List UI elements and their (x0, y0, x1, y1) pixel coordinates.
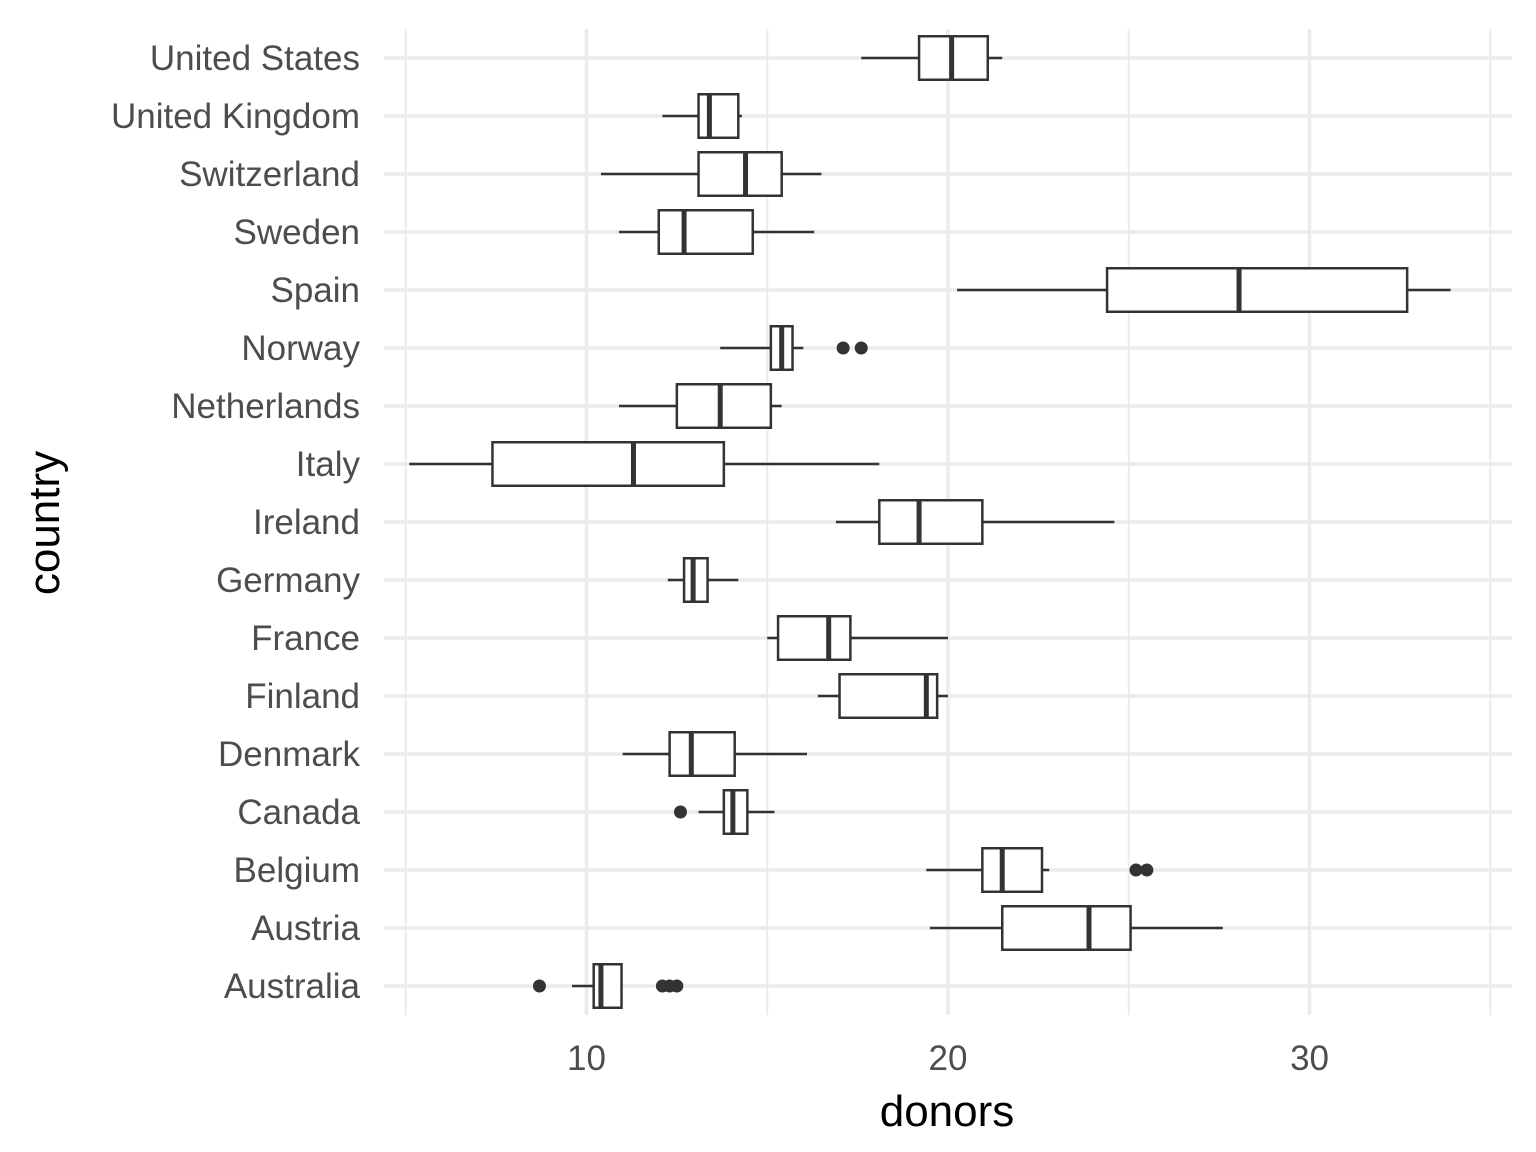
iqr-box (776, 615, 852, 661)
x-axis-title: donors (880, 1087, 1015, 1136)
box-united-kingdom (662, 93, 742, 139)
box-belgium (926, 847, 1154, 893)
box-denmark (622, 731, 807, 777)
y-tick-label: Ireland (253, 503, 360, 542)
y-tick-label: France (251, 619, 360, 658)
y-tick-label: Norway (241, 329, 360, 368)
outlier-point (836, 341, 850, 355)
y-axis-title: country (20, 451, 69, 595)
box-canada (673, 789, 775, 835)
y-tick-label: Denmark (218, 735, 360, 774)
box-spain (957, 267, 1451, 313)
box-netherlands (619, 383, 782, 429)
box-finland (817, 673, 948, 719)
box-norway (720, 325, 868, 371)
box-switzerland (600, 151, 822, 197)
box-italy (409, 441, 880, 487)
iqr-box (592, 963, 623, 1009)
box-ireland (835, 499, 1115, 545)
y-tick-label: Finland (245, 677, 360, 716)
outlier-point (532, 979, 546, 993)
y-tick-label: Canada (237, 793, 360, 832)
y-tick-label: Australia (224, 967, 361, 1006)
box-united-states (861, 35, 1003, 81)
box-austria (929, 905, 1223, 951)
iqr-box (981, 847, 1044, 893)
x-tick-label: 10 (567, 1039, 606, 1078)
x-tick-label: 20 (929, 1039, 968, 1078)
outlier-point (670, 979, 684, 993)
box-australia (532, 963, 684, 1009)
y-tick-label: Spain (270, 271, 360, 310)
iqr-box (878, 499, 984, 545)
outlier-point (854, 341, 868, 355)
y-tick-label: Switzerland (179, 155, 360, 194)
iqr-box (697, 93, 740, 139)
boxes (409, 35, 1451, 1009)
outlier-point (1140, 863, 1154, 877)
iqr-box (697, 151, 783, 197)
iqr-box (491, 441, 726, 487)
y-tick-label: Germany (216, 561, 360, 600)
iqr-box (675, 383, 773, 429)
x-tick-labels: 10 20 30 (567, 1039, 1329, 1078)
box-germany (667, 557, 739, 603)
y-tick-label: United Kingdom (111, 97, 360, 136)
iqr-box (722, 789, 749, 835)
iqr-box (1000, 905, 1132, 951)
x-tick-label: 30 (1290, 1039, 1329, 1078)
iqr-box (657, 209, 755, 255)
iqr-box (838, 673, 939, 719)
outlier-point (673, 805, 687, 819)
y-tick-label: Austria (251, 909, 360, 948)
iqr-box (668, 731, 736, 777)
box-sweden (619, 209, 815, 255)
y-tick-label: Netherlands (171, 387, 360, 426)
y-tick-label: United States (150, 39, 360, 78)
box-france (767, 615, 948, 661)
y-tick-label: Sweden (234, 213, 360, 252)
iqr-box (1105, 267, 1409, 313)
outlier-point (1129, 863, 1143, 877)
y-tick-labels: Australia Austria Belgium Canada Denmark Finl… (111, 39, 361, 1006)
y-tick-label: Italy (296, 445, 361, 484)
y-tick-label: Belgium (234, 851, 360, 890)
iqr-box (682, 557, 709, 603)
